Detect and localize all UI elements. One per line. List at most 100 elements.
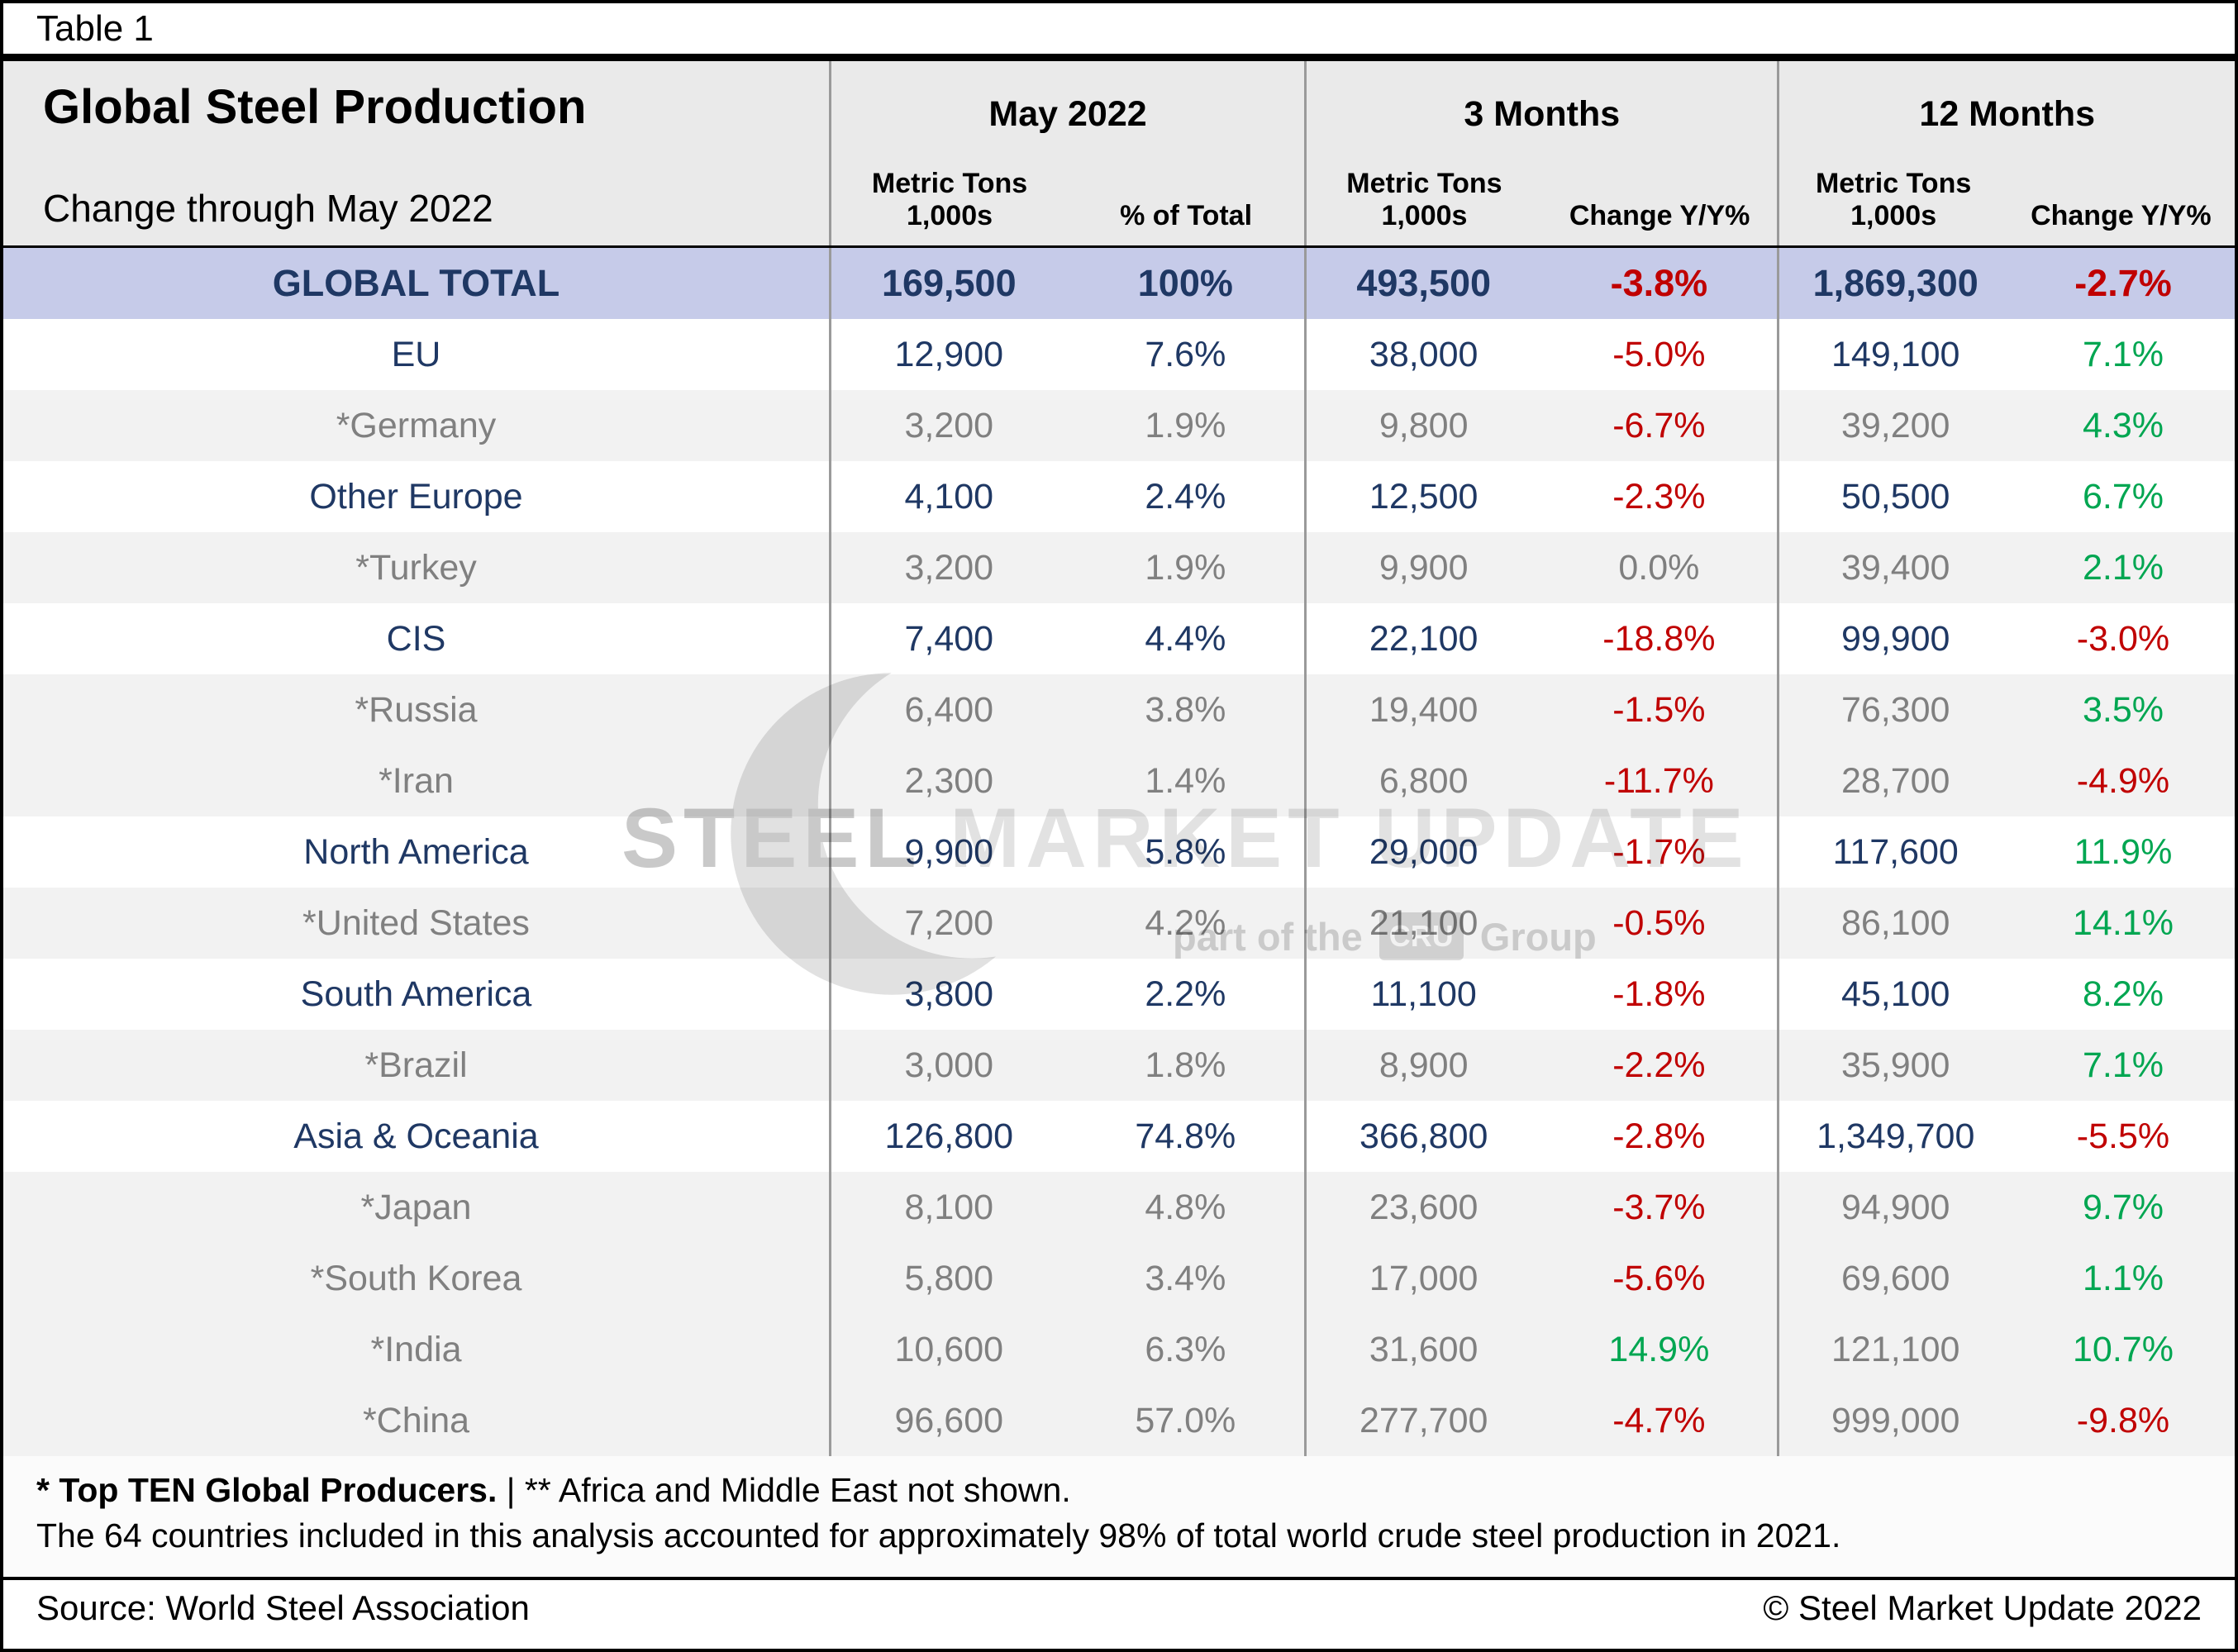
table-row: CIS 7,400 4.4% 22,100 -18.8% 99,900 -3.0% (3, 603, 2235, 674)
value-cell: 21,100 (1304, 888, 1540, 959)
change-cell: -4.7% (1612, 1400, 1706, 1440)
value-cell: 1.8% (1145, 1045, 1226, 1085)
value-cell: 3,200 (829, 532, 1067, 603)
table-row: *United States 7,200 4.2% 21,100 -0.5% 86,100… (3, 888, 2235, 959)
change-cell: 14.9% (1608, 1329, 1710, 1369)
column-subheader: % of Total (1120, 199, 1253, 231)
table-row: EU 12,900 7.6% 38,000 -5.0% 149,100 7.1% (3, 319, 2235, 390)
column-subheader: Metric Tons 1,000s (1346, 167, 1502, 231)
footnote-line-1: * Top TEN Global Producers. | ** Africa … (36, 1468, 2218, 1513)
change-cell: -11.7% (1603, 760, 1714, 801)
change-cell: -1.5% (1612, 689, 1706, 730)
value-cell: 35,900 (1777, 1030, 2012, 1101)
value-cell: 74.8% (1135, 1116, 1236, 1156)
row-label: *India (370, 1329, 462, 1369)
table-row: North America 9,900 5.8% 29,000 -1.7% 117,600… (3, 816, 2235, 888)
change-cell: 11.9% (2074, 831, 2173, 872)
table-row: *Germany 3,200 1.9% 9,800 -6.7% 39,200 4.3% (3, 390, 2235, 461)
value-cell: 9,900 (829, 816, 1067, 888)
value-cell: 12,500 (1304, 461, 1540, 532)
footnotes: * Top TEN Global Producers. | ** Africa … (3, 1456, 2235, 1577)
value-cell: 3.4% (1145, 1258, 1226, 1298)
value-cell: 10,600 (829, 1314, 1067, 1385)
table-row: South America 3,800 2.2% 11,100 -1.8% 45,100 8… (3, 959, 2235, 1030)
table-row: *Turkey 3,200 1.9% 9,900 0.0% 39,400 2.1% (3, 532, 2235, 603)
change-cell: -3.8% (1610, 262, 1708, 304)
row-label: North America (303, 831, 529, 872)
change-cell: -6.7% (1612, 405, 1706, 445)
value-cell: 2.2% (1145, 974, 1226, 1014)
value-cell: 4.8% (1145, 1187, 1226, 1227)
footnote-separator: | (497, 1471, 525, 1509)
column-group-may-2022: May 2022 Metric Tons 1,000s % of Total (829, 61, 1304, 245)
value-cell: 3.8% (1145, 689, 1226, 730)
value-cell: 6,800 (1304, 745, 1540, 816)
page-subtitle: Change through May 2022 (43, 187, 493, 230)
value-cell: 2,300 (829, 745, 1067, 816)
change-cell: 2.1% (2082, 547, 2164, 588)
change-cell: 10.7% (2073, 1329, 2174, 1369)
value-cell: 493,500 (1304, 248, 1540, 319)
change-cell: -3.7% (1612, 1187, 1706, 1227)
value-cell: 169,500 (829, 248, 1067, 319)
change-cell: -3.0% (2076, 618, 2170, 659)
value-cell: 39,400 (1777, 532, 2012, 603)
value-cell: 9,800 (1304, 390, 1540, 461)
value-cell: 17,000 (1304, 1243, 1540, 1314)
row-label: CIS (386, 618, 446, 659)
column-group-12-months: 12 Months Metric Tons 1,000s Change Y/Y% (1777, 61, 2235, 245)
column-group-label: May 2022 (988, 93, 1147, 134)
change-cell: -5.0% (1612, 334, 1706, 374)
value-cell: 4.2% (1145, 902, 1226, 943)
value-cell: 69,600 (1777, 1243, 2012, 1314)
row-label: *Japan (360, 1187, 472, 1227)
value-cell: 31,600 (1304, 1314, 1540, 1385)
value-cell: 29,000 (1304, 816, 1540, 888)
row-label: EU (391, 334, 441, 374)
value-cell: 12,900 (829, 319, 1067, 390)
change-cell: -5.6% (1612, 1258, 1706, 1298)
value-cell: 76,300 (1777, 674, 2012, 745)
table-row: GLOBAL TOTAL 169,500 100% 493,500 -3.8% 1,869… (3, 248, 2235, 319)
column-subheader: Change Y/Y% (2031, 199, 2212, 231)
value-cell: 8,900 (1304, 1030, 1540, 1101)
value-cell: 8,100 (829, 1172, 1067, 1243)
value-cell: 5,800 (829, 1243, 1067, 1314)
value-cell: 6,400 (829, 674, 1067, 745)
column-group-3-months: 3 Months Metric Tons 1,000s Change Y/Y% (1304, 61, 1777, 245)
row-label: *United States (302, 902, 530, 943)
table-row: Other Europe 4,100 2.4% 12,500 -2.3% 50,500 6.… (3, 461, 2235, 532)
value-cell: 117,600 (1777, 816, 2012, 888)
value-cell: 96,600 (829, 1385, 1067, 1456)
change-cell: 7.1% (2082, 334, 2164, 374)
value-cell: 3,800 (829, 959, 1067, 1030)
value-cell: 1.9% (1145, 405, 1226, 445)
table-caption: Table 1 (36, 7, 154, 49)
table-row: Asia & Oceania 126,800 74.8% 366,800 -2.8% 1,… (3, 1101, 2235, 1172)
value-cell: 2.4% (1145, 476, 1226, 517)
footnote-line-2: The 64 countries included in this analys… (36, 1516, 1841, 1555)
row-label: *Turkey (355, 547, 477, 588)
row-label: *Germany (336, 405, 497, 445)
change-cell: 0.0% (1618, 547, 1700, 588)
value-cell: 22,100 (1304, 603, 1540, 674)
value-cell: 1,869,300 (1777, 248, 2012, 319)
change-cell: 3.5% (2082, 689, 2164, 730)
row-label: *South Korea (310, 1258, 522, 1298)
table-row: *Brazil 3,000 1.8% 8,900 -2.2% 35,900 7.1% (3, 1030, 2235, 1101)
source-credit: Source: World Steel Association (36, 1588, 530, 1627)
change-cell: 1.1% (2082, 1258, 2164, 1298)
value-cell: 3,000 (829, 1030, 1067, 1101)
value-cell: 149,100 (1777, 319, 2012, 390)
value-cell: 7.6% (1145, 334, 1226, 374)
value-cell: 50,500 (1777, 461, 2012, 532)
change-cell: 8.2% (2082, 974, 2164, 1014)
value-cell: 4,100 (829, 461, 1067, 532)
change-cell: -18.8% (1602, 618, 1716, 659)
change-cell: 14.1% (2073, 902, 2174, 943)
copyright-notice: © Steel Market Update 2022 (1763, 1588, 2202, 1627)
change-cell: -2.8% (1612, 1116, 1706, 1156)
footnote-africa: ** Africa and Middle East not shown. (524, 1471, 1071, 1509)
footnote-top-ten: * Top TEN Global Producers. (36, 1471, 498, 1509)
value-cell: 39,200 (1777, 390, 2012, 461)
